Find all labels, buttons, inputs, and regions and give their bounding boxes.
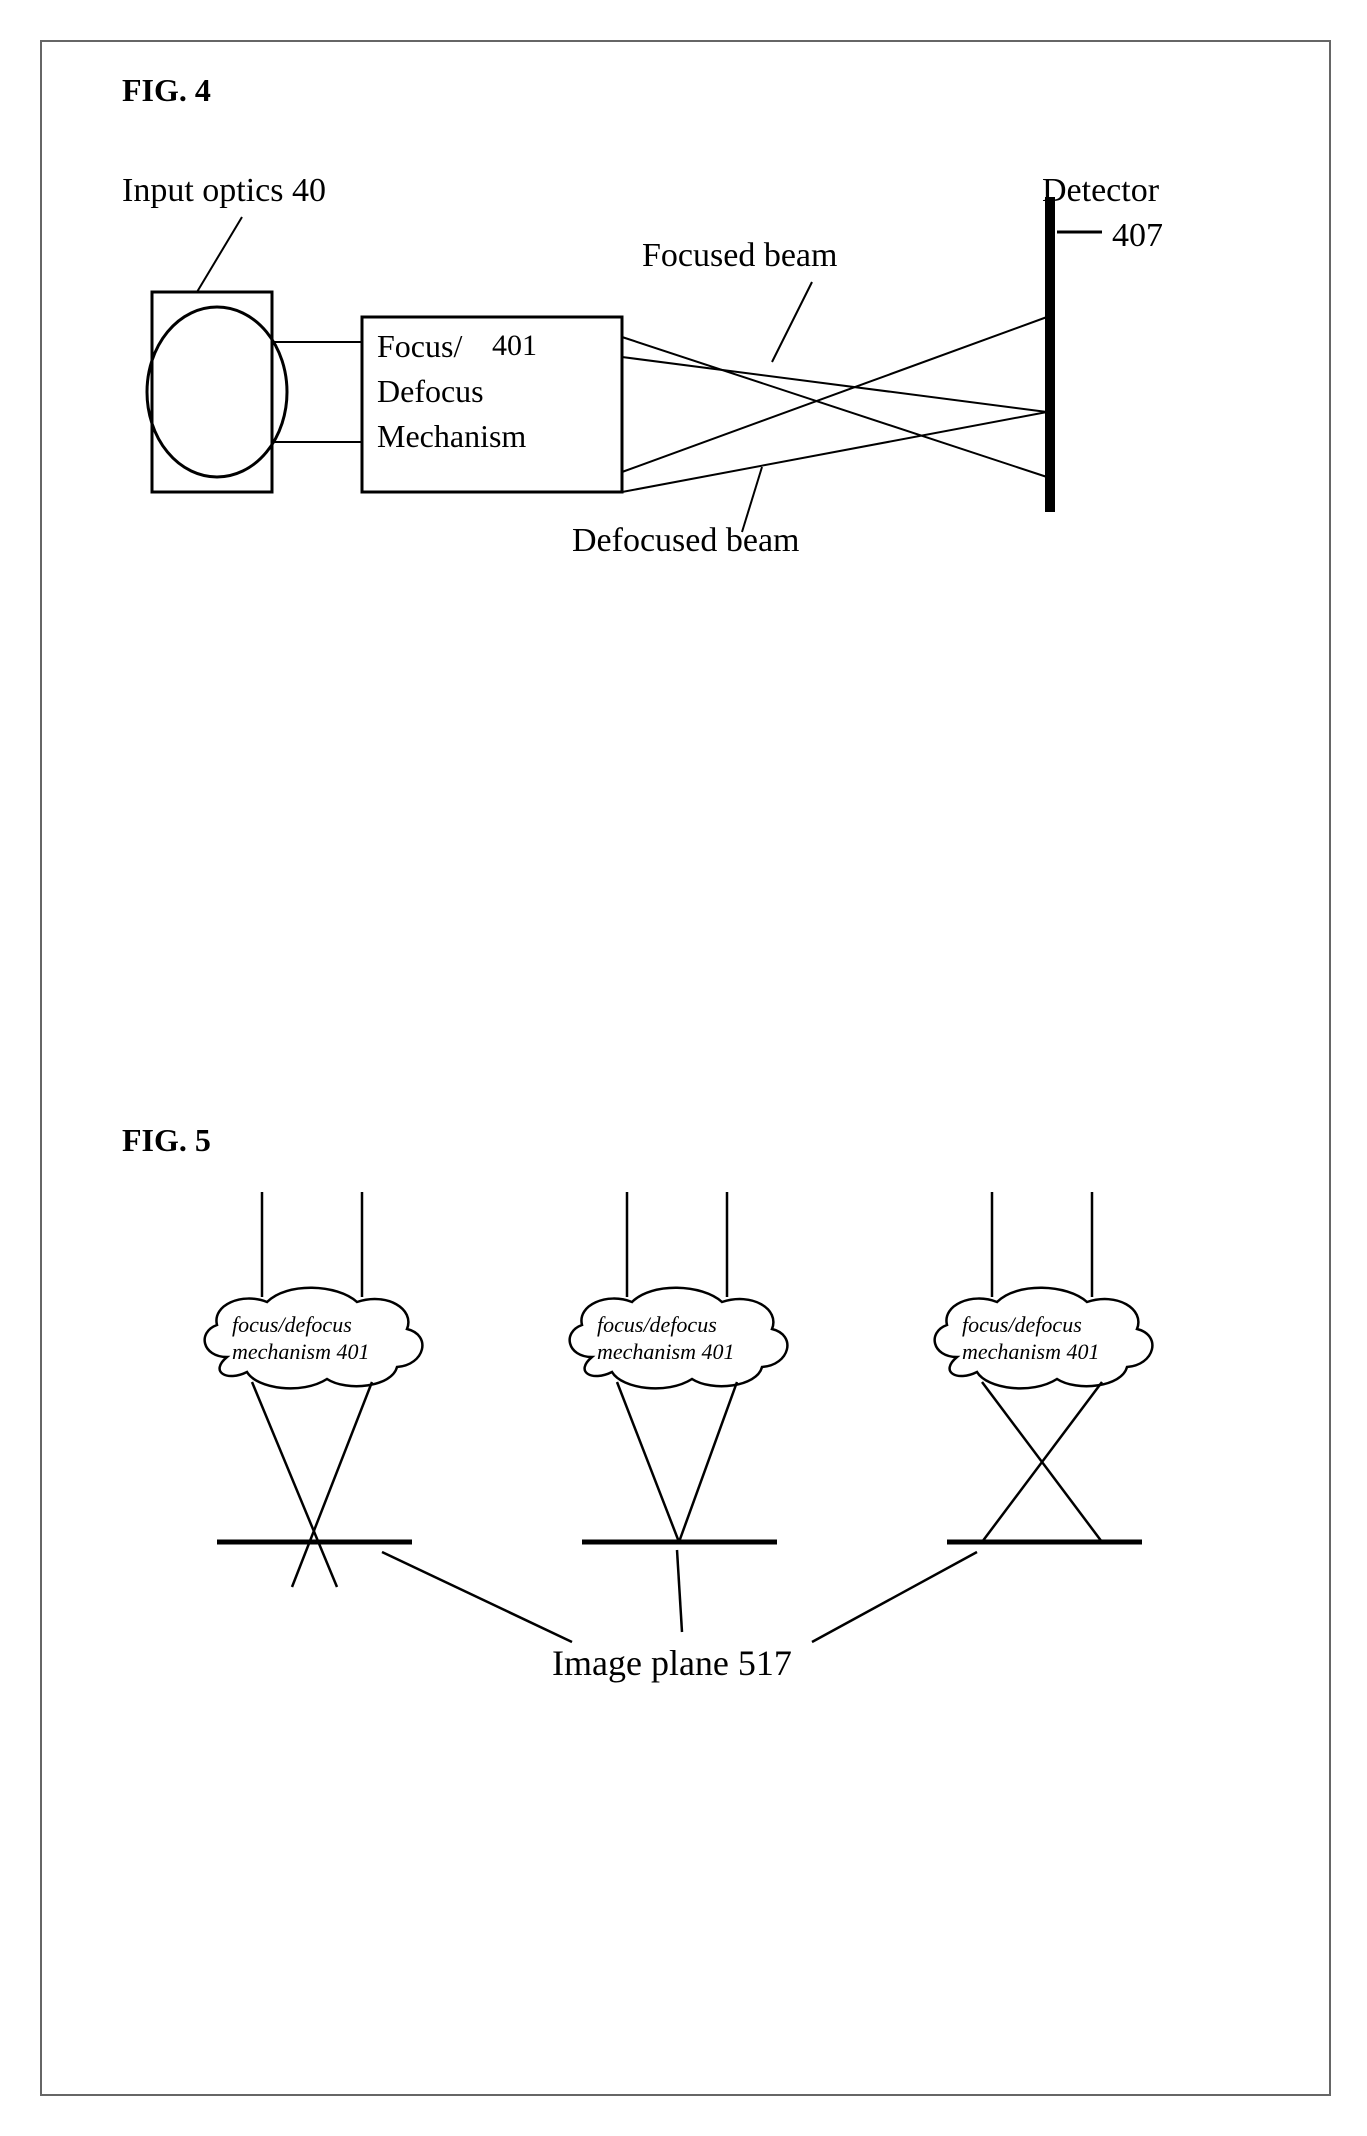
svg-text:mechanism 401: mechanism 401 <box>962 1339 1099 1364</box>
fig5-svg: focus/defocus mechanism 401 focus/defocu… <box>42 1122 1329 2022</box>
lens-ellipse <box>147 307 287 477</box>
svg-text:mechanism 401: mechanism 401 <box>597 1339 734 1364</box>
image-plane-label: Image plane 517 <box>552 1642 792 1684</box>
svg-text:focus/defocus: focus/defocus <box>962 1312 1082 1337</box>
svg-text:Mechanism: Mechanism <box>377 418 526 454</box>
fig4-svg: Focus/ 401 Defocus Mechanism <box>42 42 1329 742</box>
svg-text:focus/defocus: focus/defocus <box>232 1312 352 1337</box>
svg-text:focus/defocus: focus/defocus <box>597 1312 717 1337</box>
cloud-left: focus/defocus mechanism 401 <box>205 1192 423 1587</box>
svg-text:Focus/: Focus/ <box>377 328 462 364</box>
page-container: FIG. 4 Input optics 40 Detector 407 Focu… <box>40 40 1331 2096</box>
defocused-beam-bottom <box>622 412 1047 492</box>
cloud-center: focus/defocus mechanism 401 <box>570 1192 788 1542</box>
cloud-right: focus/defocus mechanism 401 <box>935 1192 1153 1542</box>
input-optics-box <box>152 292 272 492</box>
focused-beam-top <box>622 337 1047 477</box>
defocused-beam-top <box>622 357 1047 412</box>
focused-beam-bottom <box>622 317 1047 472</box>
svg-text:mechanism 401: mechanism 401 <box>232 1339 369 1364</box>
svg-text:Defocus: Defocus <box>377 373 484 409</box>
svg-text:401: 401 <box>492 329 537 362</box>
